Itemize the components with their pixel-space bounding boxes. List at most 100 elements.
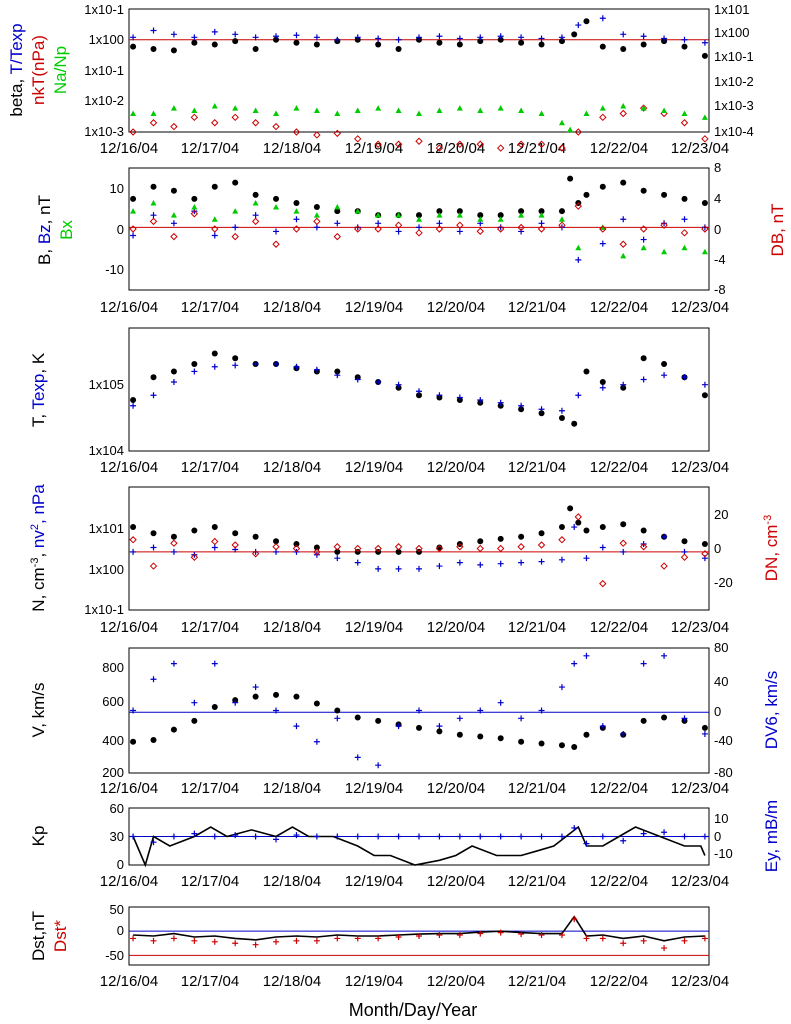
label-part: 2 <box>29 524 41 530</box>
series-line-dst <box>133 915 705 942</box>
date-tick: 12/19/04 <box>345 973 403 990</box>
data-point <box>130 524 137 531</box>
panel-7-left-ticks: -50 0 50 <box>105 902 124 963</box>
panel-frame-3 <box>128 327 710 452</box>
data-point <box>538 410 545 417</box>
data-point <box>252 833 259 840</box>
panel-2-ylabel2: Bx <box>57 220 76 240</box>
data-point <box>477 212 484 219</box>
data-point <box>252 199 259 206</box>
data-point <box>190 553 199 561</box>
data-point <box>558 221 566 229</box>
data-point <box>130 738 137 745</box>
data-point <box>680 119 689 127</box>
tick-label: 800 <box>102 660 124 675</box>
data-point <box>456 221 464 229</box>
data-point <box>170 726 177 733</box>
data-point <box>571 524 578 531</box>
data-point <box>375 105 382 111</box>
tick-label: 0 <box>117 222 124 237</box>
label-part: Ey, mB/m <box>762 800 781 872</box>
data-point <box>680 553 689 561</box>
data-point <box>232 699 239 706</box>
tick-label: 0 <box>117 857 124 872</box>
data-point <box>232 362 239 369</box>
tick-label: 1x10-1 <box>714 49 754 64</box>
label-part: -3 <box>762 515 774 525</box>
data-point <box>150 374 157 381</box>
data-point <box>272 240 280 248</box>
data-point <box>375 35 382 42</box>
data-point <box>476 544 484 553</box>
label-part: DV6, km/s <box>762 671 781 749</box>
data-point <box>435 144 444 152</box>
data-point <box>273 360 280 367</box>
data-point <box>640 33 647 40</box>
data-point <box>211 225 219 233</box>
date-ticks-panel-7: 12/16/04 12/17/04 12/18/04 12/19/04 12/2… <box>100 973 729 990</box>
data-point <box>701 935 708 942</box>
data-point <box>190 113 199 122</box>
data-point <box>232 224 239 231</box>
data-point <box>661 248 668 255</box>
data-point <box>518 533 525 540</box>
data-point <box>518 34 525 41</box>
date-tick: 12/21/04 <box>508 140 566 157</box>
data-point <box>620 179 627 186</box>
date-tick: 12/20/04 <box>427 873 485 890</box>
data-point <box>558 524 565 531</box>
panel-6-ylabel: Kp <box>29 826 48 847</box>
data-point <box>640 355 647 362</box>
data-point <box>211 103 218 109</box>
tick-label: 10 <box>714 811 728 826</box>
data-point <box>497 33 504 40</box>
date-tick: 12/23/04 <box>671 780 729 797</box>
data-point <box>681 110 688 116</box>
data-point <box>599 105 606 111</box>
tick-label: 600 <box>102 694 124 709</box>
date-tick: 12/23/04 <box>671 619 729 636</box>
data-point <box>354 376 361 383</box>
data-point <box>150 46 157 53</box>
date-tick: 12/19/04 <box>345 873 403 890</box>
data-point <box>571 420 578 427</box>
data-point <box>538 41 545 48</box>
date-tick: 12/23/04 <box>671 973 729 990</box>
tick-label: -10 <box>714 846 733 861</box>
data-point <box>231 541 239 549</box>
data-point <box>313 34 320 41</box>
tick-label: -8 <box>714 282 726 297</box>
data-point <box>416 565 422 572</box>
data-point <box>436 728 443 735</box>
data-point <box>538 530 545 537</box>
data-point <box>681 195 688 202</box>
date-tick: 12/23/04 <box>671 459 729 476</box>
date-tick: 12/17/04 <box>181 459 239 476</box>
data-point <box>232 940 239 947</box>
data-point <box>293 208 300 214</box>
data-point <box>497 36 504 43</box>
data-point <box>334 707 341 714</box>
data-point <box>375 212 382 218</box>
data-point <box>211 363 218 370</box>
data-point <box>416 933 422 939</box>
panel-3-left-ticks: 1x104 1x105 <box>89 377 124 458</box>
panel-4-right-ticks: -20 0 20 <box>714 507 733 590</box>
data-point <box>436 833 443 840</box>
data-point <box>130 548 137 555</box>
data-point <box>583 368 590 375</box>
data-point <box>701 381 708 388</box>
data-point <box>620 730 627 737</box>
data-point <box>190 210 199 218</box>
data-point <box>251 550 260 558</box>
tick-label: 1x101 <box>714 2 749 17</box>
data-point <box>129 536 137 544</box>
data-point <box>701 248 708 255</box>
data-point <box>497 735 504 742</box>
data-point <box>150 544 157 551</box>
data-point <box>130 402 137 409</box>
data-point <box>518 931 525 938</box>
data-point <box>333 232 342 241</box>
data-point <box>701 52 708 59</box>
date-tick: 12/18/04 <box>263 619 321 636</box>
